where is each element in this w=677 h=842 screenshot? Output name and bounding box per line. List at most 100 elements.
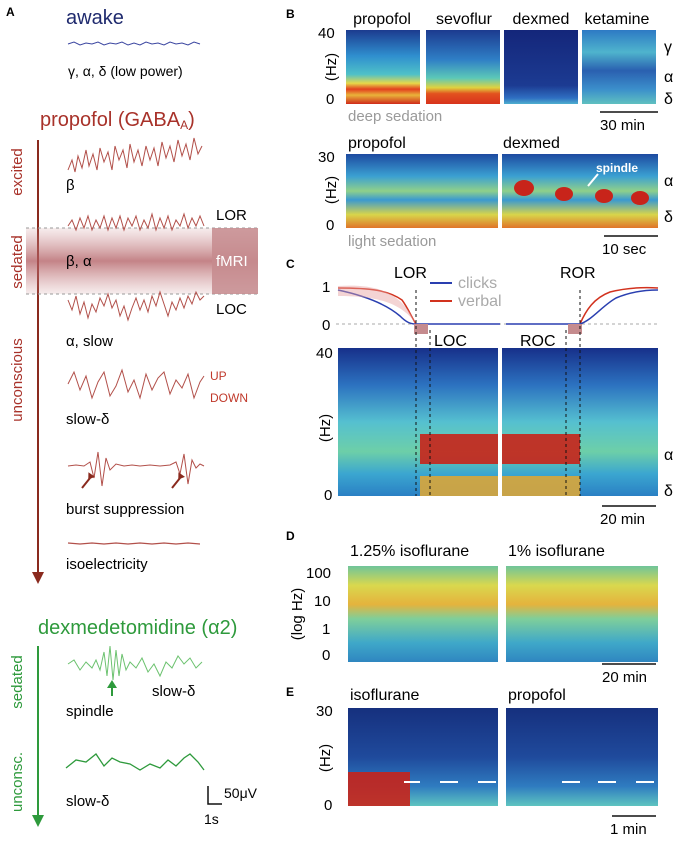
e-scale-label: 1 min <box>610 821 647 837</box>
state-excited: excited <box>9 148 26 196</box>
b-title-propofol-light: propofol <box>348 135 406 152</box>
panel-letter-c: C <box>286 257 295 271</box>
state-unconscious: unconscious <box>9 338 26 421</box>
d-ytick-1: 1 <box>322 621 330 638</box>
trace-label-dexmed-slow-delta-1: slow-δ <box>152 683 195 700</box>
trace-label-burst-suppression: burst suppression <box>66 501 184 518</box>
c-delta-band-right <box>502 476 580 496</box>
c-ytick-max: 40 <box>316 345 333 362</box>
b-bottom-ylabel: (Hz) <box>323 176 340 204</box>
d-ytick-100: 100 <box>306 565 331 582</box>
e-ylabel: (Hz) <box>317 744 334 772</box>
c-verbal-curve-left <box>337 287 417 325</box>
trace-label-dexmed-slow-delta-2: slow-δ <box>66 793 109 810</box>
c-event-ror: ROR <box>560 265 596 282</box>
b-band-delta: δ <box>664 91 673 108</box>
b-top-scale-label: 30 min <box>600 117 645 134</box>
b-light-sedation-label: light sedation <box>348 233 436 250</box>
awake-title: awake <box>66 7 124 29</box>
c-band-delta: δ <box>664 483 673 500</box>
dexmed-state-unconscious: unconsc. <box>9 752 26 812</box>
c-band-alpha: α <box>664 447 673 464</box>
propofol-arrowhead <box>32 572 44 584</box>
dexmed-slow-delta-trace <box>65 753 205 771</box>
c-legend-verbal: verbal <box>458 293 502 310</box>
state-sedated: sedated <box>9 235 26 288</box>
up-label: UP <box>210 369 227 383</box>
spindle-arrowhead <box>107 680 117 688</box>
spectrogram-ketamine <box>582 30 656 104</box>
beta-trace <box>67 137 203 173</box>
b-title-sevoflur: sevoflur <box>436 11 493 28</box>
beta-alpha-trace <box>67 212 205 232</box>
spectrogram-propofol <box>346 30 420 104</box>
slow-delta-trace <box>67 368 205 400</box>
c-ci-left <box>338 285 416 324</box>
trace-label-slow-delta: slow-δ <box>66 411 109 428</box>
burst-arrow-left <box>81 477 91 489</box>
c-legend-clicks: clicks <box>458 275 497 292</box>
spindle-blob <box>595 189 613 203</box>
b-top-ytick-min: 0 <box>326 91 334 108</box>
c-event-roc: ROC <box>520 333 556 350</box>
awake-trace <box>67 41 201 46</box>
b-title-ketamine: ketamine <box>585 11 650 28</box>
fmri-box <box>212 228 258 294</box>
trace-label-beta: β <box>66 177 75 194</box>
scale-time: 1s <box>204 811 219 827</box>
b-bottom-ytick-min: 0 <box>326 217 334 234</box>
spindle-blob <box>555 187 573 201</box>
c-delta-band-left <box>420 476 498 496</box>
e-title-isoflurane: isoflurane <box>350 687 419 704</box>
d-ytick-10: 10 <box>314 593 331 610</box>
b-top-ytick-max: 40 <box>318 25 335 42</box>
isoelectricity-trace <box>67 542 201 545</box>
awake-caption: γ, α, δ (low power) <box>68 63 183 79</box>
c-clicks-curve-left <box>337 289 417 325</box>
c-spectrogram-left <box>338 348 498 496</box>
fmri-label: fMRI <box>216 253 248 270</box>
dexmed-state-sedated: sedated <box>9 655 26 708</box>
panel-letter-e: E <box>286 685 294 699</box>
panels-right: B propofol sevoflur dexmed ketamine (Hz)… <box>270 0 677 838</box>
alpha-slow-trace <box>67 290 205 322</box>
loc-label: LOC <box>216 301 247 318</box>
lor-label: LOR <box>216 207 247 224</box>
trace-label-beta-alpha: β, α <box>66 253 92 270</box>
b-band-alpha: α <box>664 69 673 86</box>
c-roc-marker <box>568 324 582 334</box>
trace-label-alpha-slow: α, slow <box>66 333 113 350</box>
burst-arrowhead-right <box>178 472 185 480</box>
e-title-propofol: propofol <box>508 687 566 704</box>
d-title-isoflurane-125: 1.25% isoflurane <box>350 543 469 560</box>
panel-a-graphic: A awake γ, α, δ (low power) propofol (GA… <box>6 5 258 827</box>
dexmed-title: dexmedetomidine (α2) <box>38 617 237 639</box>
d-scale-label: 20 min <box>602 669 647 686</box>
e-isoflurane-power <box>348 772 410 806</box>
b-title-propofol: propofol <box>353 11 411 28</box>
e-spectrogram-right <box>506 708 658 806</box>
b-band-gamma: γ <box>664 39 672 56</box>
b-deep-sedation-label: deep sedation <box>348 108 442 125</box>
propofol-title: propofol (GABAA) <box>40 109 195 132</box>
spectrogram-sevoflurane <box>426 30 500 104</box>
c-loc-marker <box>414 324 428 334</box>
b-bottom-scale-label: 10 sec <box>602 241 647 258</box>
panel-a: A awake γ, α, δ (low power) propofol (GA… <box>0 0 270 837</box>
d-spectrogram-right <box>506 566 658 662</box>
burst-suppression-trace <box>67 451 205 487</box>
burst-arrowhead-left <box>88 472 95 480</box>
trace-label-isoelectricity: isoelectricity <box>66 556 148 573</box>
c-ylabel: (Hz) <box>317 414 334 442</box>
spindle-annotation-arrow <box>587 173 599 187</box>
d-ytick-0: 0 <box>322 647 330 664</box>
b-light-band-alpha: α <box>664 173 673 190</box>
c-prob-ytick-1: 1 <box>322 279 330 296</box>
dexmed-spindle-trace <box>67 645 203 681</box>
b-bottom-ytick-max: 30 <box>318 149 335 166</box>
panel-letter-b: B <box>286 7 295 21</box>
trace-label-spindle: spindle <box>66 703 114 720</box>
b-light-band-delta: δ <box>664 209 673 226</box>
c-event-lor: LOR <box>394 265 427 282</box>
e-ytick-0: 0 <box>324 797 332 814</box>
